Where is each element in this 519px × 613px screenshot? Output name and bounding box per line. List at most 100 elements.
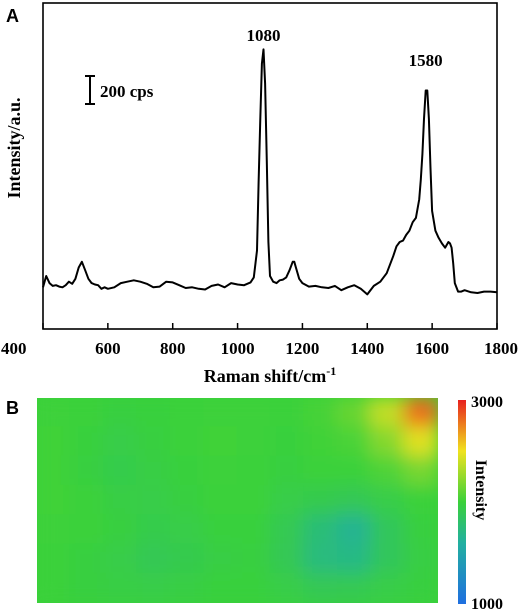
heatmap-cell — [303, 514, 339, 546]
heatmap-cell — [169, 572, 206, 603]
heatmap-cell — [303, 426, 339, 458]
heatmap-cell — [403, 484, 438, 517]
raman-spectrum-chart: 400 600 800 1000 1200 1400 1600 1800 Raman shif… — [1, 2, 518, 386]
heatmap-cell — [102, 426, 139, 458]
heatmap-cell — [303, 484, 339, 517]
heatmap-cell — [136, 572, 172, 603]
heatmap-cell — [236, 572, 272, 603]
x-tick-label: 400 — [1, 339, 27, 358]
heatmap-cell — [37, 572, 72, 603]
heatmap-cell — [69, 572, 105, 603]
heatmap-cell — [403, 398, 438, 429]
heatmap-cell — [269, 398, 306, 429]
heatmap-cell — [136, 426, 172, 458]
heatmap-cell — [336, 543, 373, 575]
intensity-heatmap: 3000 1000 Intensity — [37, 394, 503, 613]
heatmap-cell — [102, 455, 139, 487]
heatmap-cell — [169, 484, 206, 517]
heatmap-cell — [136, 484, 172, 517]
heatmap-cell — [336, 484, 373, 517]
scale-bar: 200 cps — [85, 75, 154, 105]
heatmap-cell — [236, 455, 272, 487]
panel-a-label: A — [6, 6, 19, 26]
x-axis: 400 600 800 1000 1200 1400 1600 1800 — [1, 323, 518, 358]
heatmap-cell — [203, 484, 239, 517]
heatmap-cell — [403, 455, 438, 487]
heatmap-cell — [136, 398, 172, 429]
y-axis-title: Intensity/a.u. — [4, 97, 24, 198]
x-tick-label: 1400 — [350, 339, 384, 358]
heatmap-cell — [169, 398, 206, 429]
spectrum-line — [42, 48, 498, 296]
heatmap-cell — [102, 398, 139, 429]
heatmap-cell — [303, 455, 339, 487]
heatmap-cell — [236, 514, 272, 546]
colorbar-max-label: 3000 — [471, 394, 503, 411]
heatmap-cell — [102, 543, 139, 575]
heatmap-cell — [37, 543, 72, 575]
heatmap-cell — [203, 398, 239, 429]
heatmap-cell — [69, 543, 105, 575]
x-tick-label: 1200 — [285, 339, 319, 358]
heatmap-cell — [370, 398, 406, 429]
heatmap-cell — [169, 514, 206, 546]
heatmap-cell — [203, 455, 239, 487]
heatmap-cell — [336, 426, 373, 458]
heatmap-cell — [203, 543, 239, 575]
heatmap-cell — [37, 514, 72, 546]
heatmap-cell — [269, 484, 306, 517]
heatmap-cell — [203, 426, 239, 458]
heatmap-cell — [269, 543, 306, 575]
heatmap-cell — [69, 484, 105, 517]
heatmap-cells — [37, 398, 438, 603]
heatmap-cell — [336, 398, 373, 429]
heatmap-cell — [169, 543, 206, 575]
heatmap-cell — [102, 572, 139, 603]
heatmap-cell — [102, 484, 139, 517]
colorbar-min-label: 1000 — [471, 596, 503, 613]
heatmap-cell — [303, 398, 339, 429]
heatmap-cell — [370, 426, 406, 458]
heatmap-cell — [236, 426, 272, 458]
heatmap-cell — [169, 426, 206, 458]
heatmap-cell — [269, 572, 306, 603]
x-tick-label: 800 — [160, 339, 186, 358]
heatmap-cell — [269, 514, 306, 546]
colorbar-title: Intensity — [472, 460, 489, 520]
heatmap-cell — [403, 572, 438, 603]
heatmap-cell — [37, 484, 72, 517]
heatmap-cell — [69, 426, 105, 458]
heatmap-cell — [370, 455, 406, 487]
plot-frame — [42, 2, 498, 330]
heatmap-cell — [370, 572, 406, 603]
heatmap-cell — [269, 426, 306, 458]
heatmap-cell — [370, 514, 406, 546]
heatmap-cell — [370, 484, 406, 517]
heatmap-cell — [169, 455, 206, 487]
heatmap-cell — [69, 514, 105, 546]
heatmap-cell — [203, 514, 239, 546]
heatmap-cell — [403, 426, 438, 458]
x-axis-title: Raman shift/cm-1 — [204, 364, 337, 386]
heatmap-cell — [37, 455, 72, 487]
heatmap-cell — [102, 514, 139, 546]
heatmap-cell — [69, 455, 105, 487]
heatmap-cell — [336, 455, 373, 487]
x-tick-label: 1600 — [415, 339, 449, 358]
heatmap-cell — [37, 398, 72, 429]
heatmap-cell — [336, 514, 373, 546]
heatmap-cell — [37, 426, 72, 458]
colorbar — [458, 400, 466, 604]
heatmap-cell — [303, 543, 339, 575]
heatmap-cell — [370, 543, 406, 575]
heatmap-cell — [269, 455, 306, 487]
x-tick-label: 1800 — [484, 339, 518, 358]
heatmap-cell — [136, 455, 172, 487]
heatmap-cell — [403, 514, 438, 546]
x-tick-label: 1000 — [221, 339, 255, 358]
panel-b-label: B — [6, 398, 19, 418]
scale-bar-label: 200 cps — [100, 82, 154, 101]
heatmap-cell — [236, 484, 272, 517]
heatmap-cell — [303, 572, 339, 603]
